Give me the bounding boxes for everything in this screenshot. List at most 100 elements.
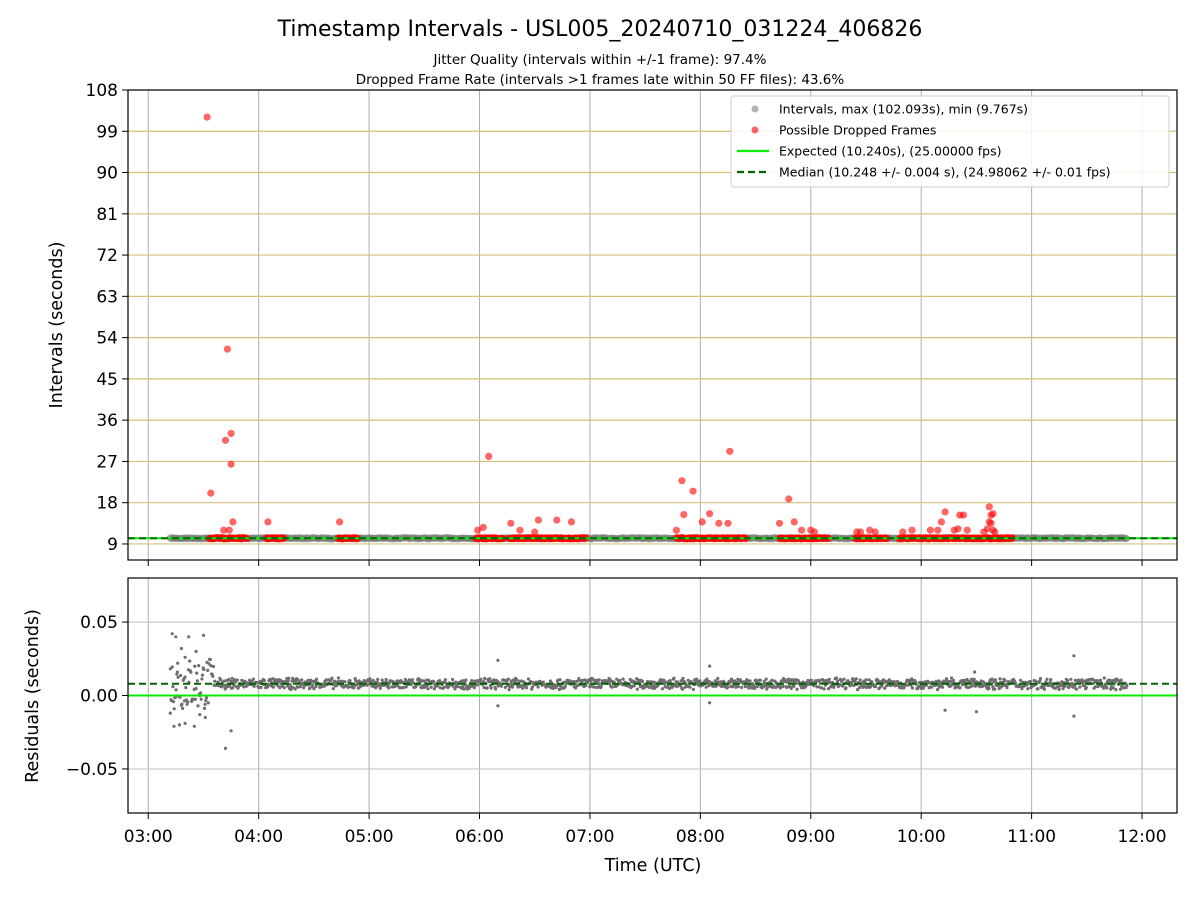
top-y-tick-label: 81 bbox=[96, 205, 118, 225]
residual-point bbox=[745, 679, 750, 683]
residual-point bbox=[818, 679, 822, 683]
dropped-frame-point bbox=[485, 452, 493, 460]
residual-point bbox=[943, 708, 947, 712]
top-y-tick-label: 36 bbox=[96, 411, 118, 431]
dropped-frame-point bbox=[987, 519, 995, 527]
dropped-frame-point bbox=[516, 526, 524, 534]
residual-point bbox=[1109, 687, 1113, 691]
residual-point bbox=[174, 688, 178, 692]
residual-point bbox=[195, 671, 199, 675]
residual-point bbox=[1102, 676, 1106, 680]
residual-point bbox=[485, 686, 489, 690]
residual-point bbox=[278, 686, 282, 690]
residual-point bbox=[935, 688, 940, 692]
dropped-frame-point bbox=[227, 460, 235, 468]
residual-point bbox=[552, 683, 556, 687]
dropped-frame-point bbox=[985, 503, 993, 511]
residual-point bbox=[819, 686, 824, 690]
residual-point bbox=[271, 685, 275, 689]
dropped-frame-point bbox=[941, 508, 949, 516]
residual-point bbox=[787, 677, 791, 681]
residual-point bbox=[219, 678, 223, 682]
residual-point bbox=[758, 678, 762, 682]
residual-point bbox=[503, 685, 507, 690]
residual-point bbox=[961, 683, 965, 687]
residual-point bbox=[844, 686, 848, 690]
residual-point bbox=[1125, 683, 1129, 687]
dropped-frame-point bbox=[798, 526, 806, 534]
residual-point bbox=[1072, 654, 1076, 658]
residual-point bbox=[223, 746, 228, 751]
residual-point bbox=[483, 676, 487, 681]
dropped-frame-point bbox=[937, 518, 946, 526]
residual-point bbox=[593, 685, 597, 689]
residual-point bbox=[496, 658, 500, 662]
residual-point bbox=[708, 664, 712, 668]
residual-point bbox=[716, 676, 720, 681]
dropped-frame-point bbox=[706, 510, 714, 518]
dropped-frame-point bbox=[991, 528, 999, 536]
residual-point bbox=[725, 685, 730, 689]
residual-point bbox=[172, 707, 176, 711]
residual-point bbox=[187, 635, 191, 639]
residual-point bbox=[998, 677, 1002, 681]
residual-point bbox=[876, 679, 880, 683]
residual-point bbox=[1108, 678, 1112, 683]
residual-point bbox=[952, 678, 956, 683]
residual-point bbox=[975, 680, 979, 684]
residual-point bbox=[930, 685, 934, 689]
residual-point bbox=[201, 633, 206, 637]
residual-point bbox=[257, 685, 261, 690]
residual-point bbox=[306, 678, 310, 683]
residual-point bbox=[521, 686, 525, 690]
residual-point bbox=[204, 699, 208, 703]
residual-point bbox=[209, 664, 213, 668]
residual-point bbox=[196, 704, 200, 708]
residual-point bbox=[174, 635, 178, 639]
residual-point bbox=[200, 677, 204, 681]
dropped-frame-point bbox=[989, 510, 997, 518]
residual-point bbox=[740, 685, 744, 690]
residual-point bbox=[193, 697, 197, 701]
residual-point bbox=[183, 721, 187, 726]
x-tick-label: 12:00 bbox=[1118, 827, 1167, 847]
residual-point bbox=[1078, 685, 1082, 689]
residual-point bbox=[856, 688, 860, 692]
residual-point bbox=[181, 706, 185, 711]
residual-point bbox=[442, 685, 446, 689]
residual-point bbox=[387, 681, 391, 686]
dropped-frame-point bbox=[899, 528, 907, 536]
residual-point bbox=[183, 675, 187, 679]
residual-point bbox=[974, 710, 979, 714]
dropped-frame-point bbox=[225, 526, 233, 534]
residual-point bbox=[198, 713, 202, 717]
residual-point bbox=[1066, 679, 1070, 683]
dropped-frame-point bbox=[871, 528, 879, 536]
dropped-frame-point bbox=[678, 477, 686, 485]
residual-point bbox=[282, 686, 286, 690]
dropped-frame-point bbox=[715, 519, 723, 527]
residual-point bbox=[242, 685, 246, 689]
residual-point bbox=[1091, 681, 1095, 685]
residual-point bbox=[688, 685, 692, 689]
residual-point bbox=[842, 677, 846, 681]
x-tick-label: 05:00 bbox=[345, 827, 394, 847]
dropped-frame-point bbox=[724, 519, 732, 527]
residual-point bbox=[1080, 678, 1084, 682]
residual-point bbox=[648, 685, 652, 689]
dropped-frame-point bbox=[567, 518, 576, 526]
residual-point bbox=[450, 677, 455, 682]
residual-point bbox=[621, 677, 625, 681]
residual-point bbox=[203, 715, 207, 720]
bottom-plot-data bbox=[168, 632, 1129, 751]
residual-point bbox=[1119, 678, 1123, 682]
residual-point bbox=[854, 677, 858, 681]
residual-point bbox=[597, 682, 601, 686]
residual-point bbox=[910, 686, 915, 690]
residual-point bbox=[515, 678, 519, 682]
residual-point bbox=[343, 680, 347, 684]
residual-point bbox=[1105, 686, 1109, 690]
residual-point bbox=[597, 678, 601, 682]
dropped-frame-point bbox=[479, 523, 487, 532]
residual-point bbox=[510, 685, 514, 689]
